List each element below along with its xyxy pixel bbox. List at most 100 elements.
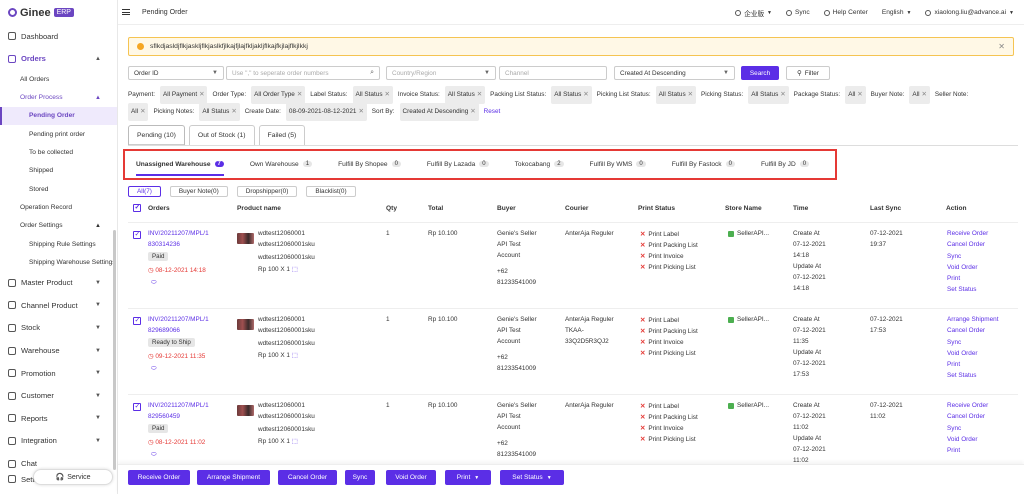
filter-chip[interactable]: All ✕ — [909, 85, 930, 104]
action-print[interactable]: Print — [947, 361, 961, 369]
order-number-link[interactable]: 829689066 — [148, 327, 180, 334]
sidebar-scrollbar[interactable] — [113, 230, 116, 470]
subtab-fulfill-by-shopee[interactable]: Fulfill By Shopee 0 — [338, 154, 401, 174]
search-input[interactable]: Use "," to seperate order numbers ⌕ — [226, 66, 380, 80]
filter-chip[interactable]: All Status ✕ — [748, 85, 789, 104]
user-menu[interactable]: xiaolong.liu@advance.ai ▼ — [925, 9, 1014, 16]
close-icon[interactable]: ✕ — [140, 107, 146, 115]
close-icon[interactable]: ✕ — [687, 90, 693, 98]
sidebar-item-chat[interactable]: Chat — [0, 452, 117, 475]
print-button[interactable]: Print ▼ — [445, 470, 491, 485]
sidebar-item-channel-product[interactable]: Channel Product ▼ — [0, 294, 117, 317]
language-select[interactable]: English ▼ — [882, 9, 912, 16]
filter-pill[interactable]: Buyer Note(0) — [169, 186, 228, 197]
action-sync[interactable]: Sync — [947, 338, 962, 346]
arrange-shipment-button[interactable]: Arrange Shipment — [197, 470, 270, 485]
close-icon[interactable]: ✕ — [921, 90, 927, 98]
tag-icon[interactable]: ⬭ — [151, 451, 157, 458]
filter-chip[interactable]: Created At Descending ✕ — [399, 102, 479, 121]
close-icon[interactable]: ✕ — [384, 90, 390, 98]
filter-chip[interactable]: All Status ✕ — [444, 85, 486, 104]
receive-order-button[interactable]: Receive Order — [128, 470, 190, 485]
row-checkbox[interactable] — [133, 230, 141, 239]
sidebar-item-orders[interactable]: Orders ▲ — [0, 48, 117, 71]
sidebar-item-master-product[interactable]: Master Product ▼ — [0, 271, 117, 294]
filter-pill[interactable]: Dropshipper(0) — [236, 186, 298, 197]
action-void-order[interactable]: Void Order — [947, 263, 978, 271]
menu-toggle-icon[interactable] — [122, 9, 130, 15]
order-number-link[interactable]: 830314236 — [148, 241, 180, 248]
order-number-link[interactable]: INV/20211207/MPL/1 — [148, 402, 209, 409]
logo[interactable]: Ginee ERP — [0, 0, 117, 25]
sidebar-item-stock[interactable]: Stock ▼ — [0, 317, 117, 340]
search-field-select[interactable]: Order ID ▼ — [128, 66, 224, 80]
action-set-status[interactable]: Set Status — [947, 372, 977, 380]
filter-chip[interactable]: All Order Type ✕ — [251, 85, 306, 104]
sync-button[interactable]: Sync — [345, 470, 375, 485]
close-icon[interactable]: ✕ — [857, 90, 863, 98]
subtab-unassigned-warehouse[interactable]: Unassigned Warehouse 7 — [136, 154, 224, 176]
tag-icon[interactable]: ⬭ — [151, 279, 157, 286]
filter-chip[interactable]: All Status ✕ — [551, 85, 592, 104]
tag-icon[interactable]: ⬭ — [151, 365, 157, 372]
sync-link[interactable]: Sync — [786, 9, 810, 16]
product-thumbnail[interactable] — [237, 405, 254, 416]
action-receive-order[interactable]: Receive Order — [947, 402, 989, 409]
tab-failed[interactable]: Failed (5) — [258, 125, 306, 145]
select-all-checkbox[interactable] — [133, 203, 141, 212]
workspace-menu[interactable]: 企业版 ▼ — [735, 8, 772, 18]
filter-chip[interactable]: All Status ✕ — [352, 85, 393, 104]
sidebar-item-customer[interactable]: Customer ▼ — [0, 384, 117, 407]
subtab-fulfill-by-jd[interactable]: Fulfill By JD 0 — [761, 154, 810, 174]
action-arrange-shipment[interactable]: Arrange Shipment — [947, 316, 999, 323]
chat-bubble-icon[interactable]: ⬚ — [289, 266, 298, 273]
filter-pill[interactable]: Blacklist(0) — [306, 186, 356, 197]
tab-out-of-stock[interactable]: Out of Stock (1) — [188, 125, 255, 145]
service-button[interactable]: 🎧 Service — [33, 469, 113, 485]
sidebar-item-order-settings[interactable]: Order Settings ▲ — [0, 217, 117, 235]
sidebar-item-pending-order[interactable]: Pending Order — [0, 106, 117, 126]
chat-bubble-icon[interactable]: ⬚ — [289, 438, 298, 445]
close-icon[interactable]: ✕ — [998, 42, 1005, 51]
sidebar-item-stored[interactable]: Stored — [0, 180, 117, 198]
sidebar-item-all-orders[interactable]: All Orders — [0, 70, 117, 88]
action-void-order[interactable]: Void Order — [947, 435, 978, 443]
subtab-fulfill-by-lazada[interactable]: Fulfill By Lazada 0 — [427, 154, 489, 174]
filter-button[interactable]: ⚲ Filter — [786, 66, 830, 80]
subtab-fulfill-by-wms[interactable]: Fulfill By WMS 0 — [590, 154, 646, 174]
sidebar-item-shipping-warehouse-settings[interactable]: Shipping Warehouse Settings — [0, 253, 117, 271]
row-checkbox[interactable] — [133, 402, 141, 411]
filter-chip[interactable]: 08-09-2021-08-12-2021 ✕ — [285, 102, 367, 121]
filter-chip[interactable]: All Status ✕ — [655, 85, 696, 104]
sidebar-item-to-be-collected[interactable]: To be collected — [0, 143, 117, 161]
filter-chip[interactable]: All Status ✕ — [199, 102, 240, 121]
sidebar-item-pending-print-order[interactable]: Pending print order — [0, 125, 117, 143]
sidebar-item-shipped[interactable]: Shipped — [0, 162, 117, 180]
action-cancel-order[interactable]: Cancel Order — [947, 413, 986, 421]
subtab-own-warehouse[interactable]: Own Warehouse 1 — [250, 154, 313, 174]
close-icon[interactable]: ✕ — [358, 107, 364, 115]
sidebar-item-warehouse[interactable]: Warehouse ▼ — [0, 339, 117, 362]
order-number-link[interactable]: INV/20211207/MPL/1 — [148, 316, 209, 323]
set-status-button[interactable]: Set Status ▼ — [500, 470, 564, 485]
product-thumbnail[interactable] — [237, 233, 254, 244]
close-icon[interactable]: ✕ — [476, 90, 483, 98]
close-icon[interactable]: ✕ — [231, 107, 237, 115]
sidebar-item-dashboard[interactable]: Dashboard — [0, 25, 117, 48]
country-region-select[interactable]: Country/Region ▼ — [386, 66, 496, 80]
void-order-button[interactable]: Void Order — [386, 470, 436, 485]
row-checkbox[interactable] — [133, 316, 141, 325]
close-icon[interactable]: ✕ — [470, 107, 476, 115]
close-icon[interactable]: ✕ — [199, 90, 205, 98]
action-print[interactable]: Print — [947, 275, 961, 283]
filter-chip[interactable]: All ✕ — [128, 102, 149, 121]
sidebar-item-promotion[interactable]: Promotion ▼ — [0, 362, 117, 385]
filter-chip[interactable]: All ✕ — [845, 85, 866, 104]
subtab-tokocabang[interactable]: Tokocabang 2 — [515, 154, 564, 174]
close-icon[interactable]: ✕ — [780, 90, 786, 98]
action-receive-order[interactable]: Receive Order — [947, 230, 989, 237]
action-sync[interactable]: Sync — [947, 252, 962, 260]
action-sync[interactable]: Sync — [947, 424, 962, 432]
action-cancel-order[interactable]: Cancel Order — [947, 327, 986, 335]
order-number-link[interactable]: 829560459 — [148, 413, 180, 420]
